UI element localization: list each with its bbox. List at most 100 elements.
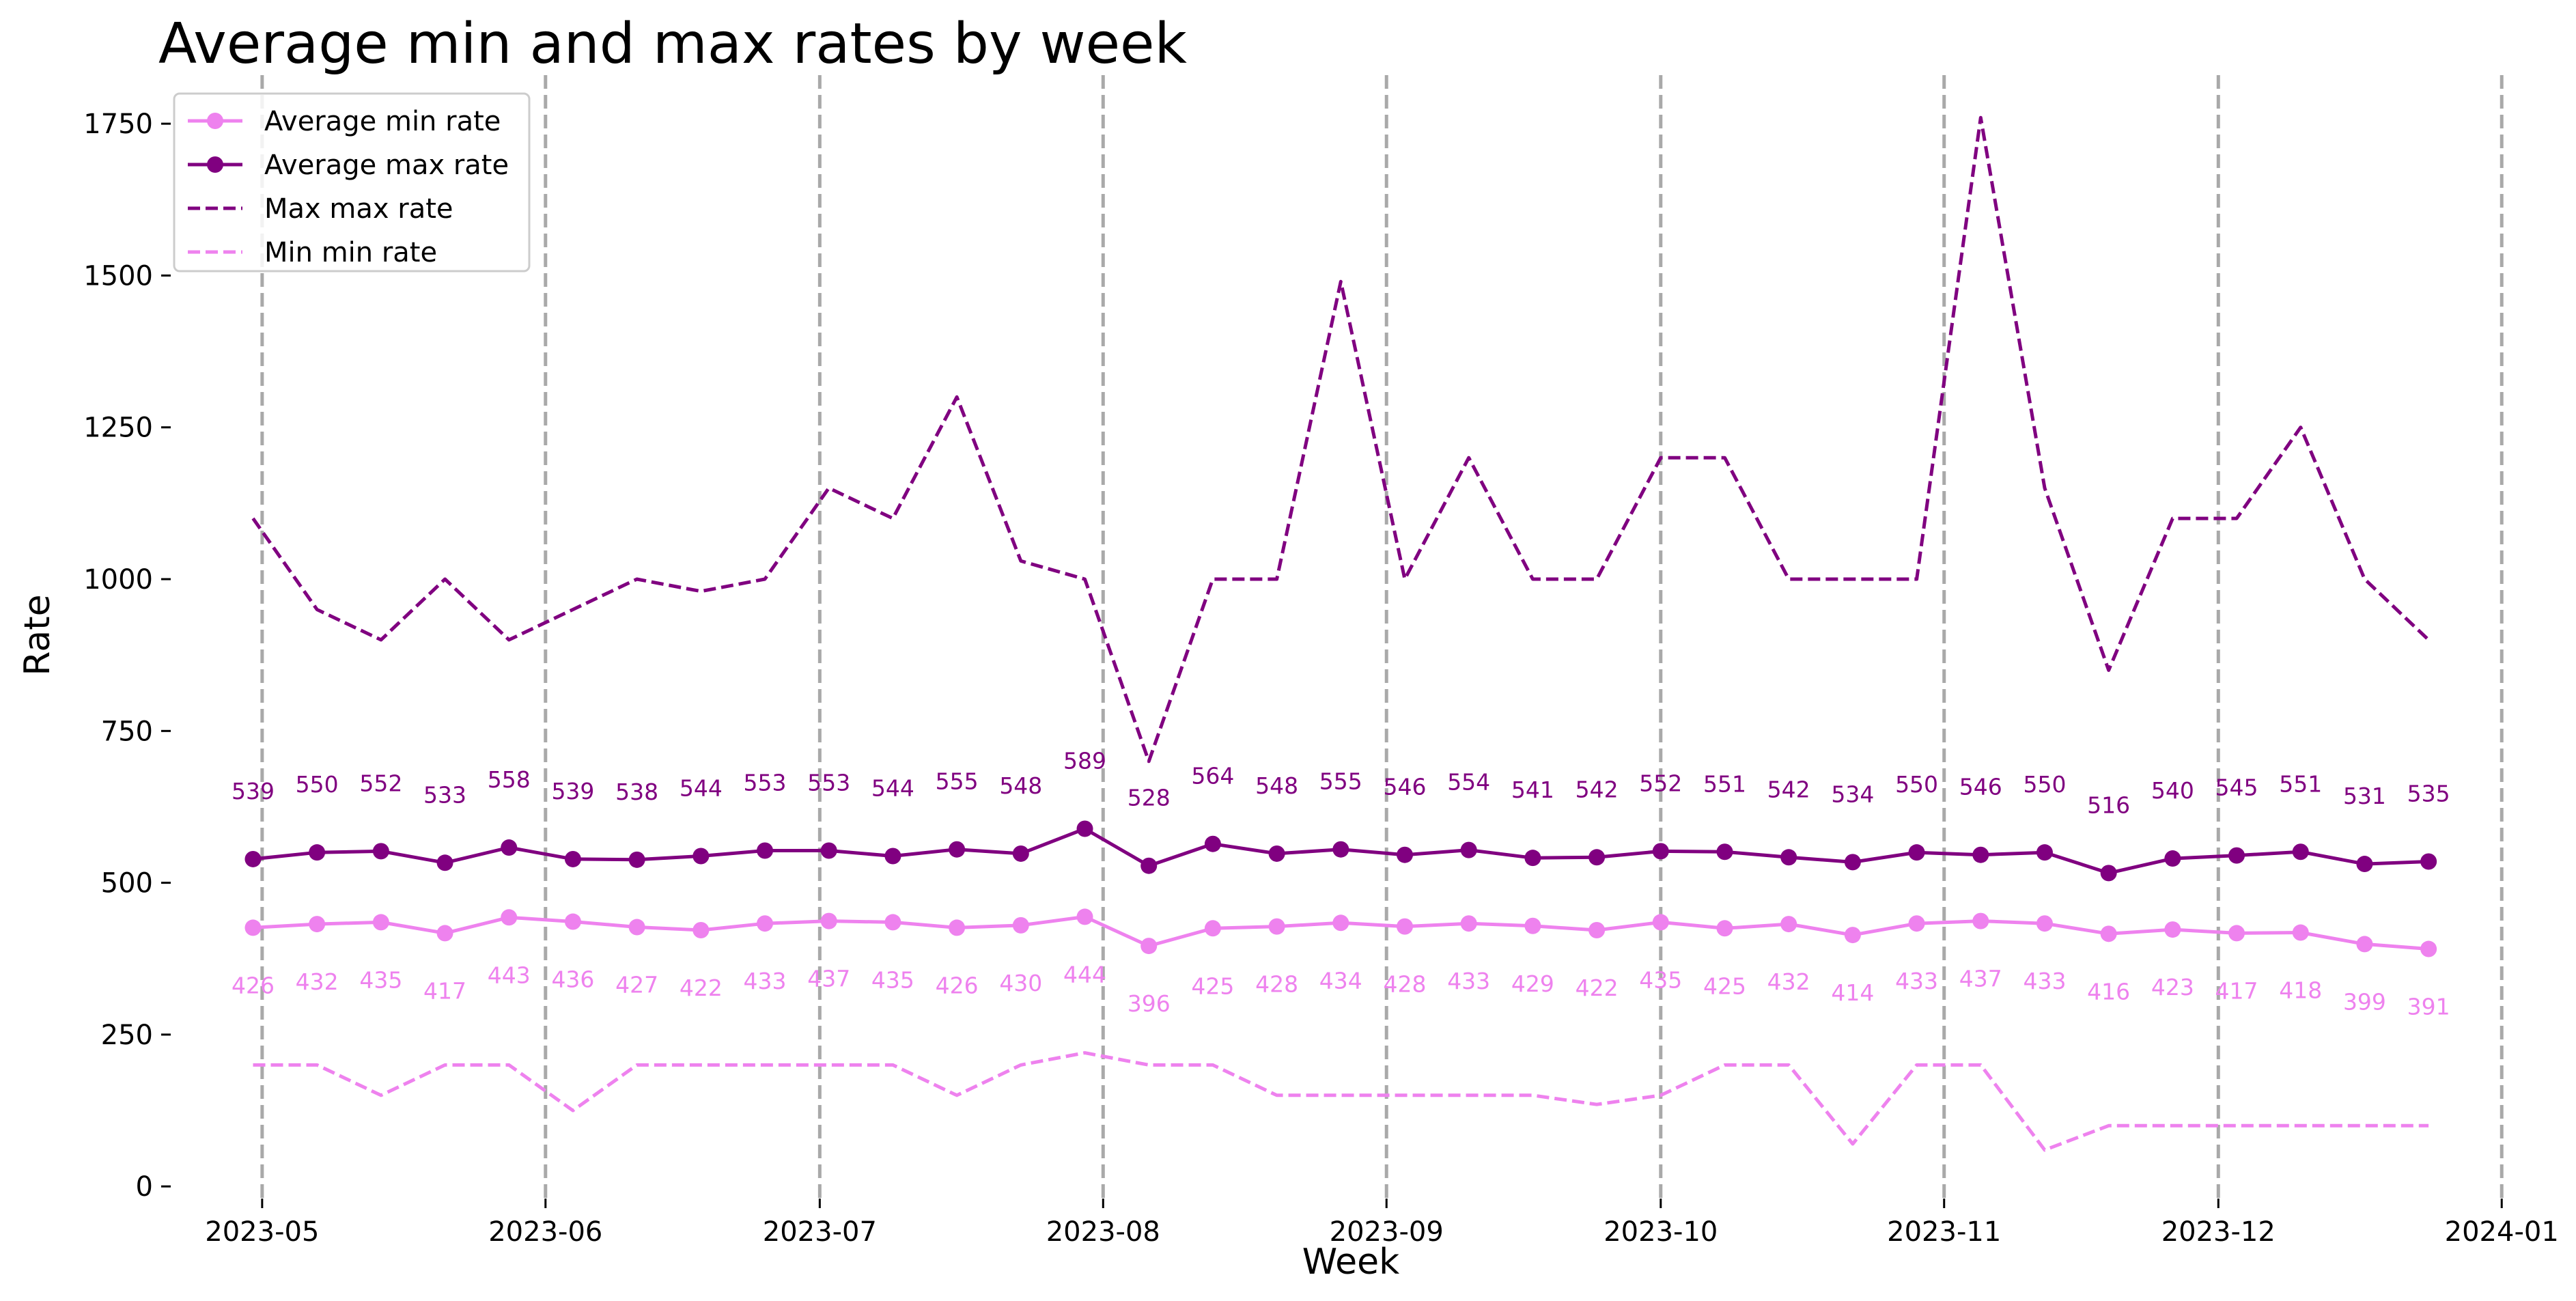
data-label: 433	[1895, 968, 1938, 994]
data-point	[1845, 927, 1861, 943]
data-point	[373, 843, 389, 859]
data-label: 551	[2279, 770, 2322, 797]
data-label: 550	[296, 771, 339, 798]
data-point	[1653, 843, 1669, 859]
x-tick-label: 2023-12	[2161, 1216, 2276, 1248]
data-label: 534	[1831, 781, 1874, 807]
data-label: 430	[999, 970, 1042, 996]
data-label: 391	[2407, 994, 2450, 1020]
data-point	[692, 922, 709, 938]
data-point	[1140, 938, 1157, 954]
data-point	[1461, 842, 1477, 858]
data-point	[501, 839, 517, 856]
data-labels: 539 426 550 432 552 435 533 417 558 443 539 436 538 4…	[232, 747, 2450, 1020]
data-point	[1269, 845, 1285, 862]
data-point	[2101, 865, 2117, 881]
data-point	[1397, 919, 1413, 935]
data-point	[2036, 915, 2053, 932]
data-label: 433	[2023, 968, 2066, 994]
data-label: 435	[871, 966, 914, 993]
data-point	[1205, 836, 1221, 852]
x-tick-label: 2023-05	[205, 1216, 319, 1248]
data-label: 435	[1639, 966, 1682, 993]
data-point	[501, 909, 517, 925]
data-label: 589	[1063, 747, 1106, 774]
data-label: 428	[1384, 971, 1427, 998]
data-point	[2228, 925, 2245, 941]
data-point	[373, 914, 389, 930]
data-label: 426	[936, 972, 979, 998]
y-tick-label: 1750	[83, 109, 153, 140]
data-label: 552	[359, 770, 402, 796]
data-point	[884, 848, 901, 864]
data-point	[1588, 922, 1605, 938]
data-point	[244, 851, 261, 867]
data-label: 399	[2343, 988, 2386, 1015]
data-label: 422	[680, 975, 723, 1001]
x-tick-label: 2023-06	[488, 1216, 602, 1248]
data-label: 542	[1576, 776, 1619, 802]
data-label: 553	[744, 769, 787, 796]
data-label: 564	[1191, 763, 1234, 789]
data-label: 437	[807, 966, 850, 992]
data-label: 432	[1767, 968, 1810, 995]
data-point	[757, 842, 773, 858]
data-label: 437	[1959, 966, 2002, 992]
data-point	[2164, 850, 2181, 867]
data-point	[1909, 915, 1925, 932]
data-point	[1845, 854, 1861, 870]
data-point	[437, 854, 453, 871]
data-point	[1716, 843, 1733, 860]
data-label: 433	[744, 968, 787, 994]
data-label: 433	[1447, 968, 1490, 994]
data-label: 539	[232, 778, 275, 805]
data-point	[1909, 844, 1925, 861]
x-tick-label: 2023-11	[1887, 1216, 2001, 1248]
data-point	[2036, 844, 2053, 861]
data-label: 548	[1255, 772, 1298, 799]
data-label: 554	[1447, 769, 1490, 796]
data-label: 553	[807, 769, 850, 796]
x-tick-label: 2023-08	[1046, 1216, 1160, 1248]
y-axis-label: Rate	[17, 594, 58, 675]
y-tick-label: 1000	[83, 564, 153, 596]
data-label: 539	[551, 778, 594, 805]
legend-entry: Average min rate	[264, 106, 501, 137]
data-point	[1588, 849, 1605, 865]
data-label: 550	[2023, 771, 2066, 798]
x-tick-label: 2023-09	[1330, 1216, 1444, 1248]
data-label: 414	[1831, 979, 1874, 1006]
data-label: 425	[1703, 973, 1746, 999]
data-point	[692, 848, 709, 864]
y-tick-label: 1500	[83, 260, 153, 292]
data-label: 443	[488, 962, 531, 988]
series-line	[253, 117, 2429, 761]
data-label: 555	[1319, 768, 1362, 795]
data-point	[1716, 920, 1733, 936]
data-label: 418	[2279, 977, 2322, 1004]
data-point	[821, 842, 837, 858]
data-label: 396	[1128, 990, 1171, 1017]
data-point	[437, 925, 453, 941]
data-label: 546	[1384, 774, 1427, 800]
data-point	[565, 914, 581, 930]
data-point	[884, 914, 901, 930]
data-label: 528	[1128, 785, 1171, 811]
data-label: 558	[488, 766, 531, 793]
data-point	[1397, 847, 1413, 863]
data-label: 435	[359, 966, 402, 993]
data-label: 417	[2215, 977, 2258, 1004]
chart-title: Average min and max rates by week	[158, 12, 1188, 76]
data-label: 544	[871, 774, 914, 801]
data-label: 548	[999, 772, 1042, 799]
data-point	[757, 915, 773, 932]
data-label: 428	[1255, 971, 1298, 998]
data-point	[565, 851, 581, 867]
data-point	[1780, 916, 1797, 932]
data-label: 550	[1895, 771, 1938, 798]
data-point	[2101, 925, 2117, 942]
data-point	[1013, 845, 1029, 862]
data-point	[1205, 920, 1221, 936]
data-point	[1780, 849, 1797, 865]
